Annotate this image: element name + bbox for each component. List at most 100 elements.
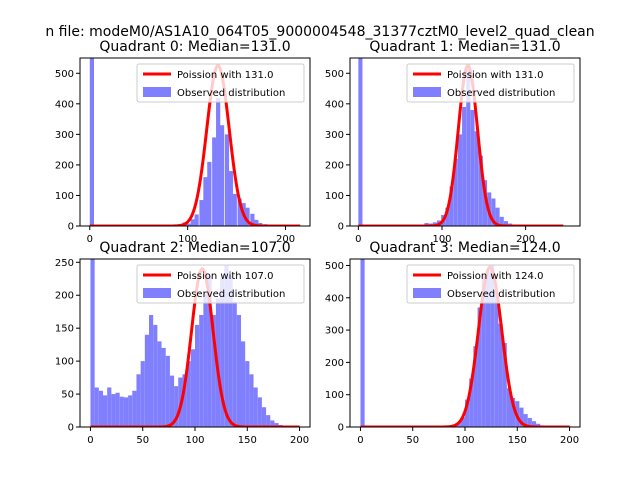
legend-label: Observed distribution (447, 289, 555, 300)
histogram-bar (511, 397, 516, 427)
histogram-bar (224, 134, 230, 226)
histogram-bar (203, 291, 208, 427)
y-tick-label: 300 (325, 326, 344, 337)
y-tick-label: 500 (55, 69, 74, 80)
histogram-bar (457, 134, 462, 226)
histogram-bar (482, 180, 488, 226)
histogram-bar (132, 390, 137, 427)
histogram-bar (111, 394, 116, 427)
y-tick-label: 50 (61, 390, 74, 401)
histogram-bar (103, 395, 108, 427)
x-tick-label: 50 (406, 435, 419, 446)
histogram-bar (94, 387, 99, 427)
histogram-bar (485, 271, 491, 427)
histogram-bar (115, 392, 120, 427)
histogram-bar (453, 158, 458, 226)
histogram-bar (232, 301, 237, 427)
y-tick-label: 150 (55, 324, 74, 335)
y-tick-label: 200 (55, 160, 74, 171)
histogram-bar (90, 259, 95, 427)
y-tick-label: 100 (55, 357, 74, 368)
y-tick-label: 0 (338, 222, 344, 233)
histogram-bar (190, 219, 195, 226)
x-tick-label: 100 (432, 234, 451, 245)
legend-label: Observed distribution (447, 88, 555, 99)
histogram-bar (270, 420, 275, 427)
histogram-bar (250, 213, 255, 226)
x-tick-label: 200 (516, 234, 535, 245)
histogram-bar (494, 291, 499, 427)
histogram-bar (499, 216, 504, 226)
histogram-bar (232, 193, 237, 226)
histogram-bar (220, 278, 225, 427)
y-tick-label: 400 (325, 293, 344, 304)
histogram-bar (224, 265, 229, 427)
legend-label: Poission with 131.0 (447, 70, 543, 81)
histogram-bar (182, 374, 187, 427)
legend-patch-swatch (143, 87, 171, 97)
legend-label: Observed distribution (177, 88, 285, 99)
legend-label: Observed distribution (177, 289, 285, 300)
panel-title: Quadrant 3: Median=124.0 (369, 240, 560, 256)
panel-0: 0 100 200 0 100 200 300 400 500 Quadrant 0: Media… (55, 39, 311, 245)
panel-title: Quadrant 1: Median=131.0 (369, 39, 560, 55)
histogram-bar (257, 397, 262, 427)
histogram-bar (470, 109, 475, 226)
histogram-bar (424, 222, 429, 226)
histogram-bar (174, 386, 179, 427)
x-tick-label: 50 (136, 435, 149, 446)
panel-3: 0 50 100 150 200 0 100 200 300 400 500 Quadrant 3: … (325, 240, 581, 446)
histogram-bar (169, 375, 175, 427)
histogram-bar (531, 421, 537, 427)
histogram-bar (107, 387, 112, 427)
histogram-bar (523, 414, 528, 427)
histogram-bar (228, 275, 233, 427)
histogram-bar (506, 388, 511, 427)
y-tick-label: 500 (325, 69, 344, 80)
histogram-bar (140, 361, 145, 427)
histogram-bar (245, 207, 250, 226)
legend-label: Poission with 107.0 (177, 271, 273, 282)
axes-frame (79, 57, 311, 227)
histogram-bar (203, 177, 208, 226)
y-tick-label: 100 (325, 191, 344, 202)
histogram-bar (536, 423, 541, 427)
histogram-bar (519, 407, 524, 427)
panel-2: 0 50 100 150 200 0 50 100 150 200 250 Quadrant 2: M… (55, 240, 311, 446)
histogram-bar (358, 58, 363, 226)
histogram-bar (219, 125, 225, 226)
legend-patch-swatch (413, 288, 441, 298)
histogram-bar (474, 131, 479, 226)
legend: Poission with 131.0 Observed distribution (136, 63, 305, 103)
histogram-bar (478, 155, 483, 226)
histogram-bar (473, 346, 478, 427)
histogram-bar (98, 390, 103, 427)
histogram-bar (199, 200, 204, 226)
histogram-bar (360, 259, 365, 427)
histogram-bar (211, 315, 216, 427)
histogram-bar (119, 396, 124, 427)
histogram-bar (190, 349, 195, 427)
legend-label: Poission with 131.0 (177, 70, 273, 81)
histogram-bar (469, 378, 474, 427)
histogram-bar (460, 417, 465, 427)
legend-box (406, 63, 575, 103)
histogram-bar (89, 58, 94, 226)
legend-patch-swatch (413, 87, 441, 97)
histogram-bar (212, 137, 217, 226)
y-tick-label: 0 (68, 222, 74, 233)
y-tick-label: 200 (325, 160, 344, 171)
histogram-bar (228, 171, 233, 226)
y-tick-label: 400 (325, 99, 344, 110)
legend: Poission with 131.0 Observed distribution (406, 63, 575, 103)
legend-label: Poission with 124.0 (447, 271, 543, 282)
histogram-bar (266, 415, 271, 427)
histogram-bar (465, 399, 470, 427)
histogram-bar (253, 387, 258, 427)
histogram-bar (236, 315, 241, 427)
panel-title: Quadrant 0: Median=131.0 (99, 39, 290, 55)
x-tick-label: 0 (87, 435, 93, 446)
histogram-bar (462, 106, 467, 226)
histogram-bar (207, 275, 212, 427)
